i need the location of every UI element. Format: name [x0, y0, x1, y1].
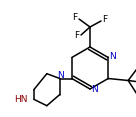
Text: F: F	[102, 15, 108, 24]
Text: N: N	[91, 86, 97, 95]
Text: F: F	[72, 13, 78, 22]
Text: F: F	[74, 31, 80, 40]
Text: HN: HN	[14, 95, 28, 104]
Text: N: N	[109, 52, 116, 61]
Text: N: N	[57, 71, 64, 80]
